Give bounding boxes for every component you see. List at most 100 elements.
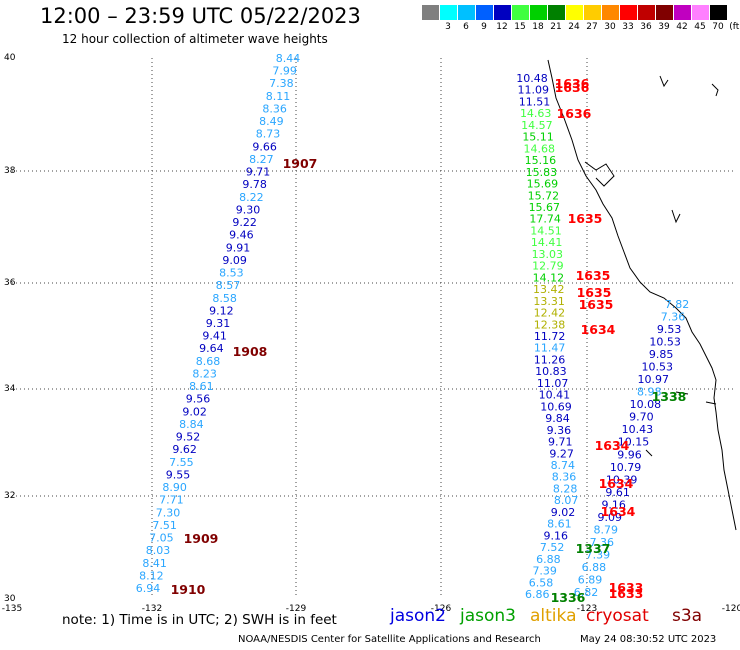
swh-value-west-track: 8.27	[249, 153, 274, 166]
swh-value-east-track: 7.39	[532, 565, 557, 578]
swh-value-coast-track: 8.98	[637, 386, 662, 399]
legend-swatch	[566, 5, 583, 20]
legend-label: 18	[532, 22, 544, 32]
island-outline	[675, 391, 689, 395]
satellite-cryosat: cryosat	[586, 606, 649, 626]
lon-tick-label: -135	[2, 604, 22, 614]
legend-label: 6	[463, 22, 469, 32]
swh-value-east-track: 15.16	[525, 154, 557, 167]
swh-value-east-track: 8.36	[552, 471, 577, 484]
legend-label: 27	[586, 22, 598, 32]
legend-label: 15	[514, 22, 526, 32]
inland-lake-outline	[659, 75, 669, 88]
legend-label: 36	[640, 22, 652, 32]
swh-value-west-track: 8.90	[162, 481, 187, 494]
swh-value-west-track: 9.30	[236, 203, 261, 216]
legend-label: 12	[496, 22, 508, 32]
pass-time-label: 1636	[555, 76, 590, 91]
swh-value-west-track: 9.12	[209, 304, 234, 317]
swh-value-coast-track: 8.79	[594, 523, 619, 536]
swh-value-coast-track: 10.53	[641, 361, 673, 374]
swh-value-west-track: 9.31	[206, 317, 231, 330]
swh-value-east-track: 15.69	[527, 178, 559, 191]
pass-time-label: 1908	[233, 344, 268, 359]
swh-value-west-track: 8.36	[262, 102, 287, 115]
swh-value-west-track: 6.94	[136, 582, 161, 595]
swh-value-east-track: 11.09	[517, 84, 549, 97]
swh-value-west-track: 8.12	[139, 569, 164, 582]
pass-time-label: 1909	[184, 531, 219, 546]
swh-value-west-track: 9.56	[186, 393, 211, 406]
swh-value-east-track: 10.48	[516, 72, 548, 85]
swh-value-west-track: 9.22	[232, 216, 257, 229]
coastline	[547, 59, 737, 531]
swh-value-east-track: 6.58	[529, 576, 554, 589]
legend-swatch	[440, 5, 457, 20]
swh-value-west-track: 8.22	[239, 191, 264, 204]
lon-tick-label: -123	[577, 604, 597, 614]
legend-unit: (ft)	[729, 22, 740, 32]
pass-time-label: 1635	[579, 297, 614, 312]
swh-value-west-track: 9.62	[172, 443, 197, 456]
island-outline	[645, 449, 653, 457]
inland-lake-outline	[711, 83, 719, 97]
swh-value-east-track: 8.74	[551, 459, 576, 472]
chart-title: 12:00 – 23:59 UTC 05/22/2023	[40, 4, 361, 28]
swh-value-west-track: 8.58	[212, 292, 237, 305]
swh-value-coast-track: 9.70	[629, 411, 654, 424]
swh-value-coast-track: 7.36	[590, 536, 615, 549]
lat-tick-label: 30	[4, 594, 16, 604]
swh-value-east-track: 9.84	[545, 412, 570, 425]
swh-value-east-track: 13.31	[533, 295, 565, 308]
swh-value-coast-track: 10.43	[622, 423, 654, 436]
swh-value-west-track: 7.30	[156, 506, 181, 519]
swh-value-east-track: 11.51	[519, 95, 551, 108]
legend-swatch	[710, 5, 727, 20]
swh-value-coast-track: 7.39	[586, 548, 611, 561]
swh-value-east-track: 13.42	[533, 283, 565, 296]
pass-time-label: 1633	[609, 586, 644, 601]
swh-value-west-track: 9.52	[176, 431, 201, 444]
swh-value-coast-track: 10.08	[630, 398, 662, 411]
swh-value-coast-track: 6.88	[582, 561, 607, 574]
pass-time-label: 1338	[652, 389, 687, 404]
pass-time-label: 1634	[581, 322, 616, 337]
swh-value-west-track: 7.05	[149, 532, 174, 545]
pass-time-label: 1635	[577, 285, 612, 300]
swh-value-east-track: 6.86	[525, 588, 550, 601]
swh-value-coast-track: 10.79	[610, 461, 642, 474]
swh-value-west-track: 9.71	[246, 166, 271, 179]
legend-swatch	[602, 5, 619, 20]
swh-value-east-track: 11.72	[534, 330, 566, 343]
swh-value-east-track: 8.61	[547, 518, 572, 531]
swh-value-coast-track: 6.89	[578, 573, 603, 586]
swh-value-coast-track: 9.61	[605, 486, 630, 499]
swh-value-west-track: 8.73	[256, 128, 281, 141]
swh-value-east-track: 14.12	[533, 271, 565, 284]
lon-tick-label: -126	[431, 604, 452, 614]
swh-value-west-track: 8.68	[196, 355, 221, 368]
legend-label: 33	[622, 22, 634, 32]
island-outline	[705, 401, 717, 405]
pass-time-label: 1907	[283, 156, 318, 171]
swh-value-east-track: 15.11	[522, 131, 554, 144]
swh-value-east-track: 9.71	[548, 436, 573, 449]
footer-timestamp: May 24 08:30:52 UTC 2023	[580, 634, 717, 645]
satellite-altika: altika	[530, 606, 577, 626]
legend-label: 30	[604, 22, 616, 32]
swh-value-east-track: 12.38	[534, 318, 566, 331]
legend-label: 45	[694, 22, 706, 32]
swh-value-east-track: 11.47	[534, 342, 566, 355]
swh-value-west-track: 7.51	[152, 519, 177, 532]
swh-value-coast-track: 10.15	[618, 436, 650, 449]
swh-value-coast-track: 9.16	[601, 498, 626, 511]
legend-label: 3	[445, 22, 451, 32]
swh-value-west-track: 8.41	[142, 557, 167, 570]
swh-value-east-track: 14.57	[521, 119, 553, 132]
legend-label: 42	[676, 22, 688, 32]
lat-tick-label: 32	[4, 491, 15, 501]
swh-value-coast-track: 9.96	[617, 448, 642, 461]
swh-value-coast-track: 7.36	[661, 311, 686, 324]
swh-value-west-track: 8.44	[276, 52, 301, 65]
swh-value-west-track: 8.23	[192, 367, 217, 380]
